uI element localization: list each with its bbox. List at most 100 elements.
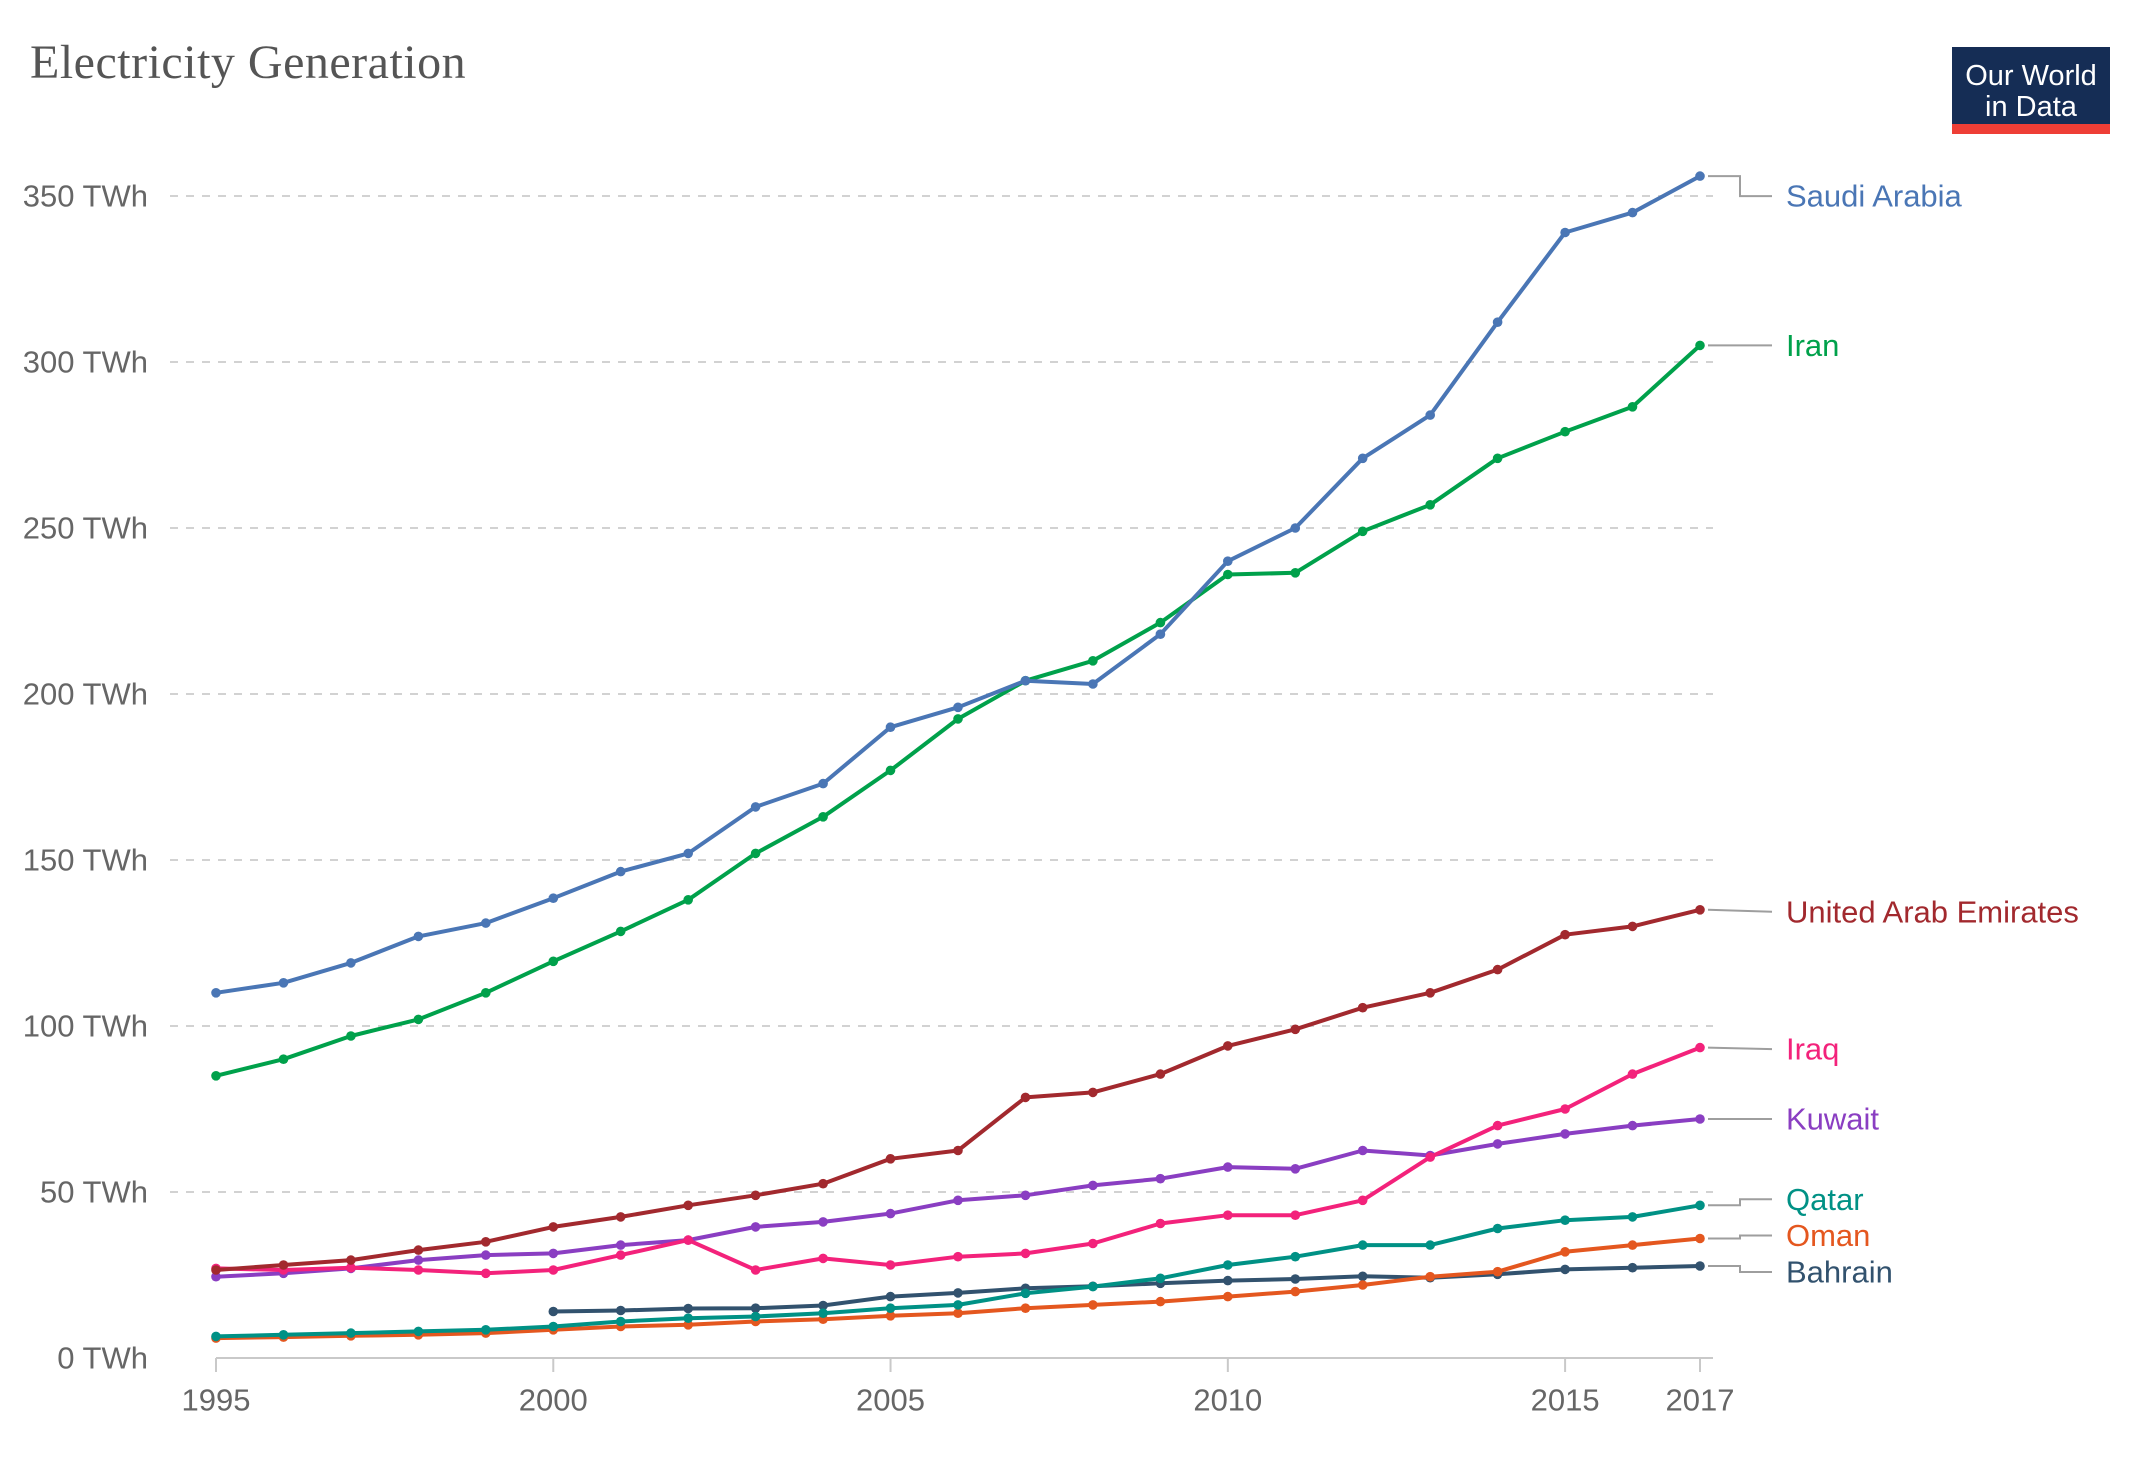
- point-united-arab-emirates-1998[interactable]: [413, 1245, 424, 1255]
- point-oman-2016[interactable]: [1627, 1240, 1638, 1250]
- point-iraq-1998[interactable]: [413, 1265, 424, 1275]
- point-united-arab-emirates-1999[interactable]: [481, 1237, 491, 1247]
- point-kuwait-2016[interactable]: [1627, 1120, 1638, 1131]
- point-saudi-arabia-2010[interactable]: [1223, 556, 1233, 566]
- point-iraq-2013[interactable]: [1425, 1152, 1435, 1162]
- point-iran-1997[interactable]: [346, 1031, 356, 1041]
- point-iraq-2006[interactable]: [953, 1251, 963, 1262]
- point-kuwait-2014[interactable]: [1492, 1139, 1503, 1149]
- point-iraq-2017[interactable]: [1695, 1042, 1705, 1053]
- point-iraq-2011[interactable]: [1290, 1210, 1301, 1220]
- point-kuwait-1998[interactable]: [413, 1255, 424, 1265]
- point-qatar-2017[interactable]: [1695, 1200, 1705, 1211]
- point-iran-2014[interactable]: [1492, 453, 1503, 464]
- point-iraq-2005[interactable]: [885, 1260, 896, 1270]
- point-qatar-1998[interactable]: [413, 1326, 424, 1337]
- point-united-arab-emirates-2003[interactable]: [750, 1190, 761, 1201]
- point-iran-1999[interactable]: [481, 988, 491, 998]
- point-united-arab-emirates-2015[interactable]: [1560, 929, 1570, 940]
- point-qatar-2014[interactable]: [1492, 1223, 1503, 1234]
- point-qatar-1996[interactable]: [278, 1330, 289, 1340]
- point-qatar-2013[interactable]: [1425, 1240, 1435, 1250]
- point-iran-2010[interactable]: [1223, 569, 1233, 580]
- point-oman-2015[interactable]: [1560, 1247, 1570, 1257]
- point-saudi-arabia-2001[interactable]: [615, 866, 626, 877]
- point-qatar-2008[interactable]: [1088, 1281, 1098, 1292]
- point-iraq-2016[interactable]: [1627, 1069, 1638, 1079]
- point-qatar-2000[interactable]: [548, 1321, 559, 1332]
- point-bahrain-2017[interactable]: [1695, 1261, 1705, 1271]
- point-saudi-arabia-2000[interactable]: [548, 893, 559, 903]
- line-united-arab-emirates[interactable]: [214, 907, 1702, 1272]
- point-united-arab-emirates-2012[interactable]: [1357, 1002, 1368, 1013]
- point-bahrain-2001[interactable]: [615, 1305, 626, 1316]
- point-united-arab-emirates-2005[interactable]: [885, 1154, 896, 1164]
- point-bahrain-2016[interactable]: [1627, 1262, 1638, 1273]
- point-iran-1995[interactable]: [211, 1071, 221, 1081]
- point-saudi-arabia-2003[interactable]: [750, 802, 761, 812]
- point-iran-1996[interactable]: [278, 1054, 289, 1064]
- point-saudi-arabia-1995[interactable]: [211, 988, 221, 998]
- point-iran-1998[interactable]: [413, 1014, 424, 1025]
- point-united-arab-emirates-2000[interactable]: [548, 1222, 559, 1232]
- point-kuwait-2011[interactable]: [1290, 1164, 1301, 1174]
- point-qatar-2015[interactable]: [1560, 1215, 1570, 1225]
- point-oman-2009[interactable]: [1155, 1296, 1166, 1307]
- point-iraq-2000[interactable]: [548, 1265, 559, 1275]
- series-label-qatar[interactable]: Qatar: [1786, 1182, 1864, 1217]
- point-iraq-2004[interactable]: [818, 1253, 828, 1264]
- point-saudi-arabia-1996[interactable]: [278, 978, 289, 988]
- point-oman-2006[interactable]: [953, 1308, 963, 1318]
- series-label-kuwait[interactable]: Kuwait: [1786, 1102, 1879, 1137]
- point-united-arab-emirates-2014[interactable]: [1492, 964, 1503, 975]
- point-united-arab-emirates-1997[interactable]: [346, 1255, 356, 1265]
- point-iraq-2008[interactable]: [1088, 1238, 1098, 1249]
- point-qatar-2012[interactable]: [1357, 1240, 1368, 1250]
- point-qatar-1995[interactable]: [211, 1331, 221, 1342]
- point-saudi-arabia-1999[interactable]: [481, 918, 491, 928]
- point-iran-2004[interactable]: [818, 812, 828, 822]
- point-united-arab-emirates-2006[interactable]: [953, 1145, 963, 1156]
- point-united-arab-emirates-2001[interactable]: [615, 1212, 626, 1222]
- point-saudi-arabia-2016[interactable]: [1627, 207, 1638, 218]
- point-kuwait-1995[interactable]: [211, 1271, 221, 1282]
- point-bahrain-2004[interactable]: [818, 1300, 828, 1311]
- point-iraq-2014[interactable]: [1492, 1120, 1503, 1131]
- point-united-arab-emirates-2007[interactable]: [1020, 1092, 1031, 1103]
- point-oman-2011[interactable]: [1290, 1286, 1301, 1297]
- point-oman-2007[interactable]: [1020, 1303, 1031, 1313]
- series-label-bahrain[interactable]: Bahrain: [1786, 1255, 1893, 1290]
- point-iran-2015[interactable]: [1560, 426, 1570, 437]
- point-oman-2008[interactable]: [1088, 1300, 1098, 1310]
- point-iraq-2001[interactable]: [615, 1250, 626, 1260]
- point-qatar-1999[interactable]: [481, 1325, 491, 1335]
- point-iran-2013[interactable]: [1425, 500, 1435, 510]
- point-qatar-2002[interactable]: [683, 1313, 693, 1323]
- point-saudi-arabia-2011[interactable]: [1290, 523, 1301, 533]
- point-kuwait-2005[interactable]: [885, 1208, 896, 1219]
- series-label-saudi-arabia[interactable]: Saudi Arabia: [1786, 179, 1963, 214]
- point-oman-2017[interactable]: [1695, 1233, 1705, 1244]
- point-united-arab-emirates-2016[interactable]: [1627, 921, 1638, 932]
- point-kuwait-2008[interactable]: [1088, 1180, 1098, 1191]
- point-united-arab-emirates-2008[interactable]: [1088, 1087, 1098, 1098]
- point-kuwait-2006[interactable]: [953, 1195, 963, 1206]
- point-iran-2001[interactable]: [615, 926, 626, 937]
- point-saudi-arabia-2014[interactable]: [1492, 317, 1503, 328]
- point-bahrain-2006[interactable]: [953, 1288, 963, 1298]
- point-kuwait-2009[interactable]: [1155, 1173, 1166, 1184]
- series-label-oman[interactable]: Oman: [1786, 1218, 1870, 1253]
- point-iran-2002[interactable]: [683, 895, 693, 905]
- point-iraq-2009[interactable]: [1155, 1218, 1166, 1229]
- point-kuwait-2003[interactable]: [750, 1222, 761, 1232]
- point-saudi-arabia-2013[interactable]: [1425, 410, 1435, 420]
- point-iran-2012[interactable]: [1357, 526, 1368, 537]
- point-united-arab-emirates-1995[interactable]: [211, 1265, 221, 1275]
- point-kuwait-2010[interactable]: [1223, 1162, 1233, 1172]
- point-bahrain-2005[interactable]: [885, 1291, 896, 1302]
- point-kuwait-2017[interactable]: [1695, 1114, 1705, 1124]
- point-saudi-arabia-2015[interactable]: [1560, 227, 1570, 238]
- point-bahrain-2015[interactable]: [1560, 1264, 1570, 1275]
- point-iran-2016[interactable]: [1627, 402, 1638, 412]
- line-bahrain[interactable]: [551, 1264, 1702, 1314]
